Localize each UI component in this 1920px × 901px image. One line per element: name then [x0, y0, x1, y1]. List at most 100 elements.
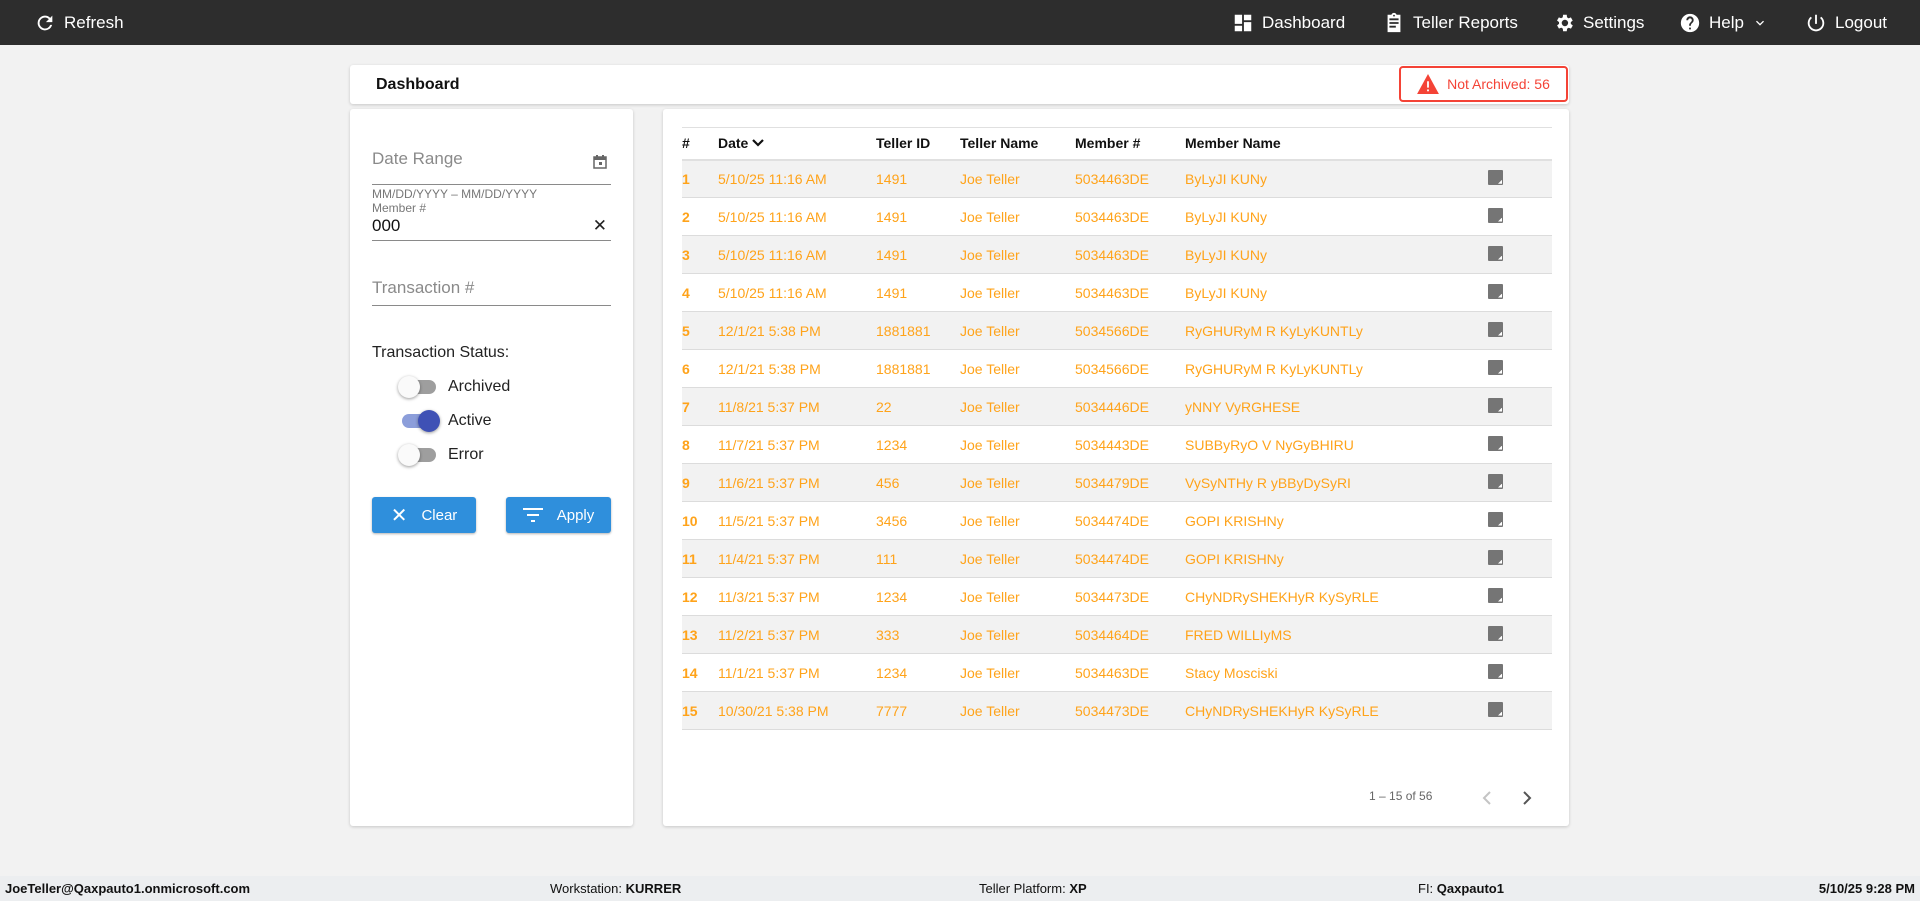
page-title: Dashboard — [376, 76, 460, 93]
table-row[interactable]: 15 10/30/21 5:38 PM 7777 Joe Teller 5034473D… — [682, 691, 1552, 730]
nav-label: Settings — [1583, 12, 1645, 32]
row-note-cell — [1488, 463, 1552, 502]
next-page-icon[interactable] — [1520, 790, 1534, 806]
toggle-active[interactable]: Active — [402, 410, 492, 432]
table-row[interactable]: 4 5/10/25 11:16 AM 1491 Joe Teller 5034463DE… — [682, 273, 1552, 312]
row-member-name: FRED WILLIyMS — [1185, 615, 1488, 654]
date-hint: MM/DD/YYYY – MM/DD/YYYY — [372, 187, 538, 201]
col-teller-id: Teller ID — [876, 127, 960, 161]
row-index: 7 — [682, 387, 718, 426]
col-member-number: Member # — [1075, 127, 1185, 161]
filter-icon — [522, 508, 543, 522]
toggle-label: Active — [448, 412, 492, 429]
apply-button[interactable]: Apply — [506, 497, 611, 533]
col-index: # — [682, 127, 718, 161]
calendar-icon[interactable] — [593, 155, 607, 169]
row-member-name: CHyNDRySHEKHyR KySyRLE — [1185, 691, 1488, 730]
table-row[interactable]: 5 12/1/21 5:38 PM 1881881 Joe Teller 5034566… — [682, 311, 1552, 350]
row-index: 2 — [682, 197, 718, 236]
note-icon[interactable] — [1488, 359, 1503, 375]
note-icon[interactable] — [1488, 207, 1503, 223]
clear-button[interactable]: ✕ Clear — [372, 497, 476, 533]
row-teller-name: Joe Teller — [960, 463, 1075, 502]
not-archived-badge[interactable]: Not Archived: 56 — [1399, 66, 1568, 102]
row-date: 12/1/21 5:38 PM — [718, 349, 876, 388]
row-member-number: 5034479DE — [1075, 463, 1185, 502]
table-row[interactable]: 11 11/4/21 5:37 PM 111 Joe Teller 5034474DE G… — [682, 539, 1552, 578]
row-index: 6 — [682, 349, 718, 388]
table-row[interactable]: 12 11/3/21 5:37 PM 1234 Joe Teller 5034473DE… — [682, 577, 1552, 616]
apply-label: Apply — [556, 506, 595, 524]
nav-help[interactable]: Help — [1679, 0, 1768, 45]
nav-teller-reports[interactable]: Teller Reports — [1383, 0, 1518, 45]
note-icon[interactable] — [1488, 473, 1503, 489]
note-icon[interactable] — [1488, 435, 1503, 451]
gear-icon — [1557, 14, 1573, 31]
refresh-button[interactable]: Refresh — [34, 0, 124, 45]
row-member-number: 5034443DE — [1075, 425, 1185, 464]
note-icon[interactable] — [1488, 663, 1503, 679]
row-note-cell — [1488, 501, 1552, 540]
row-date: 11/6/21 5:37 PM — [718, 463, 876, 502]
toggle-error[interactable]: Error — [398, 444, 484, 466]
row-member-number: 5034473DE — [1075, 577, 1185, 616]
table-row[interactable]: 3 5/10/25 11:16 AM 1491 Joe Teller 5034463DE… — [682, 235, 1552, 274]
nav-settings[interactable]: Settings — [1553, 0, 1644, 45]
clear-member-icon[interactable]: ✕ — [592, 216, 607, 235]
col-date-label: Date — [718, 135, 749, 152]
prev-page-icon[interactable] — [1480, 790, 1494, 806]
note-icon[interactable] — [1488, 549, 1503, 565]
row-teller-id: 1234 — [876, 425, 960, 464]
note-icon[interactable] — [1488, 169, 1503, 185]
table-row[interactable]: 9 11/6/21 5:37 PM 456 Joe Teller 5034479DE Vy… — [682, 463, 1552, 502]
note-icon[interactable] — [1488, 701, 1503, 717]
sort-desc-icon — [752, 139, 765, 147]
table-row[interactable]: 1 5/10/25 11:16 AM 1491 Joe Teller 5034463DE… — [682, 159, 1552, 198]
footer-platform: Teller Platform: XP — [979, 881, 1087, 896]
member-input[interactable]: 000 ✕ — [372, 216, 611, 241]
refresh-label: Refresh — [64, 12, 124, 32]
note-icon[interactable] — [1488, 321, 1503, 337]
dashboard-icon — [1234, 14, 1252, 31]
row-member-name: RyGHURyM R KyLyKUNTLy — [1185, 349, 1488, 388]
table-row[interactable]: 14 11/1/21 5:37 PM 1234 Joe Teller 5034463DE… — [682, 653, 1552, 692]
note-icon[interactable] — [1488, 283, 1503, 299]
table-row[interactable]: 8 11/7/21 5:37 PM 1234 Joe Teller 5034443DE S… — [682, 425, 1552, 464]
row-date: 11/1/21 5:37 PM — [718, 653, 876, 692]
row-member-number: 5034566DE — [1075, 349, 1185, 388]
row-date: 11/7/21 5:37 PM — [718, 425, 876, 464]
table-row[interactable]: 6 12/1/21 5:38 PM 1881881 Joe Teller 5034566… — [682, 349, 1552, 388]
nav-dashboard[interactable]: Dashboard — [1232, 0, 1345, 45]
row-index: 3 — [682, 235, 718, 274]
nav-logout[interactable]: Logout — [1805, 0, 1887, 45]
col-date[interactable]: Date — [718, 127, 876, 161]
pagination-range: 1 – 15 of 56 — [1369, 789, 1433, 803]
toggle-archived[interactable]: Archived — [398, 376, 510, 398]
table-row[interactable]: 13 11/2/21 5:37 PM 333 Joe Teller 5034464DE F… — [682, 615, 1552, 654]
note-icon[interactable] — [1488, 625, 1503, 641]
row-member-number: 5034473DE — [1075, 691, 1185, 730]
row-member-number: 5034463DE — [1075, 653, 1185, 692]
row-member-name: ByLyJI KUNy — [1185, 197, 1488, 236]
row-note-cell — [1488, 653, 1552, 692]
col-actions — [1488, 127, 1552, 161]
row-note-cell — [1488, 387, 1552, 426]
row-member-number: 5034474DE — [1075, 501, 1185, 540]
note-icon[interactable] — [1488, 245, 1503, 261]
note-icon[interactable] — [1488, 511, 1503, 527]
note-icon[interactable] — [1488, 587, 1503, 603]
col-teller-name: Teller Name — [960, 127, 1075, 161]
transaction-input[interactable]: Transaction # — [372, 278, 611, 306]
date-range-input[interactable]: Date Range — [372, 149, 611, 185]
row-member-name: yNNY VyRGHESE — [1185, 387, 1488, 426]
row-date: 11/8/21 5:37 PM — [718, 387, 876, 426]
row-member-name: Stacy Mosciski — [1185, 653, 1488, 692]
table-row[interactable]: 2 5/10/25 11:16 AM 1491 Joe Teller 5034463DE… — [682, 197, 1552, 236]
row-date: 5/10/25 11:16 AM — [718, 159, 876, 198]
row-teller-name: Joe Teller — [960, 235, 1075, 274]
footer-workstation: Workstation: KURRER — [550, 881, 681, 896]
status-footer: JoeTeller@Qaxpauto1.onmicrosoft.com Work… — [0, 876, 1920, 901]
note-icon[interactable] — [1488, 397, 1503, 413]
table-row[interactable]: 7 11/8/21 5:37 PM 22 Joe Teller 5034446DE yNN… — [682, 387, 1552, 426]
table-row[interactable]: 10 11/5/21 5:37 PM 3456 Joe Teller 5034474DE… — [682, 501, 1552, 540]
